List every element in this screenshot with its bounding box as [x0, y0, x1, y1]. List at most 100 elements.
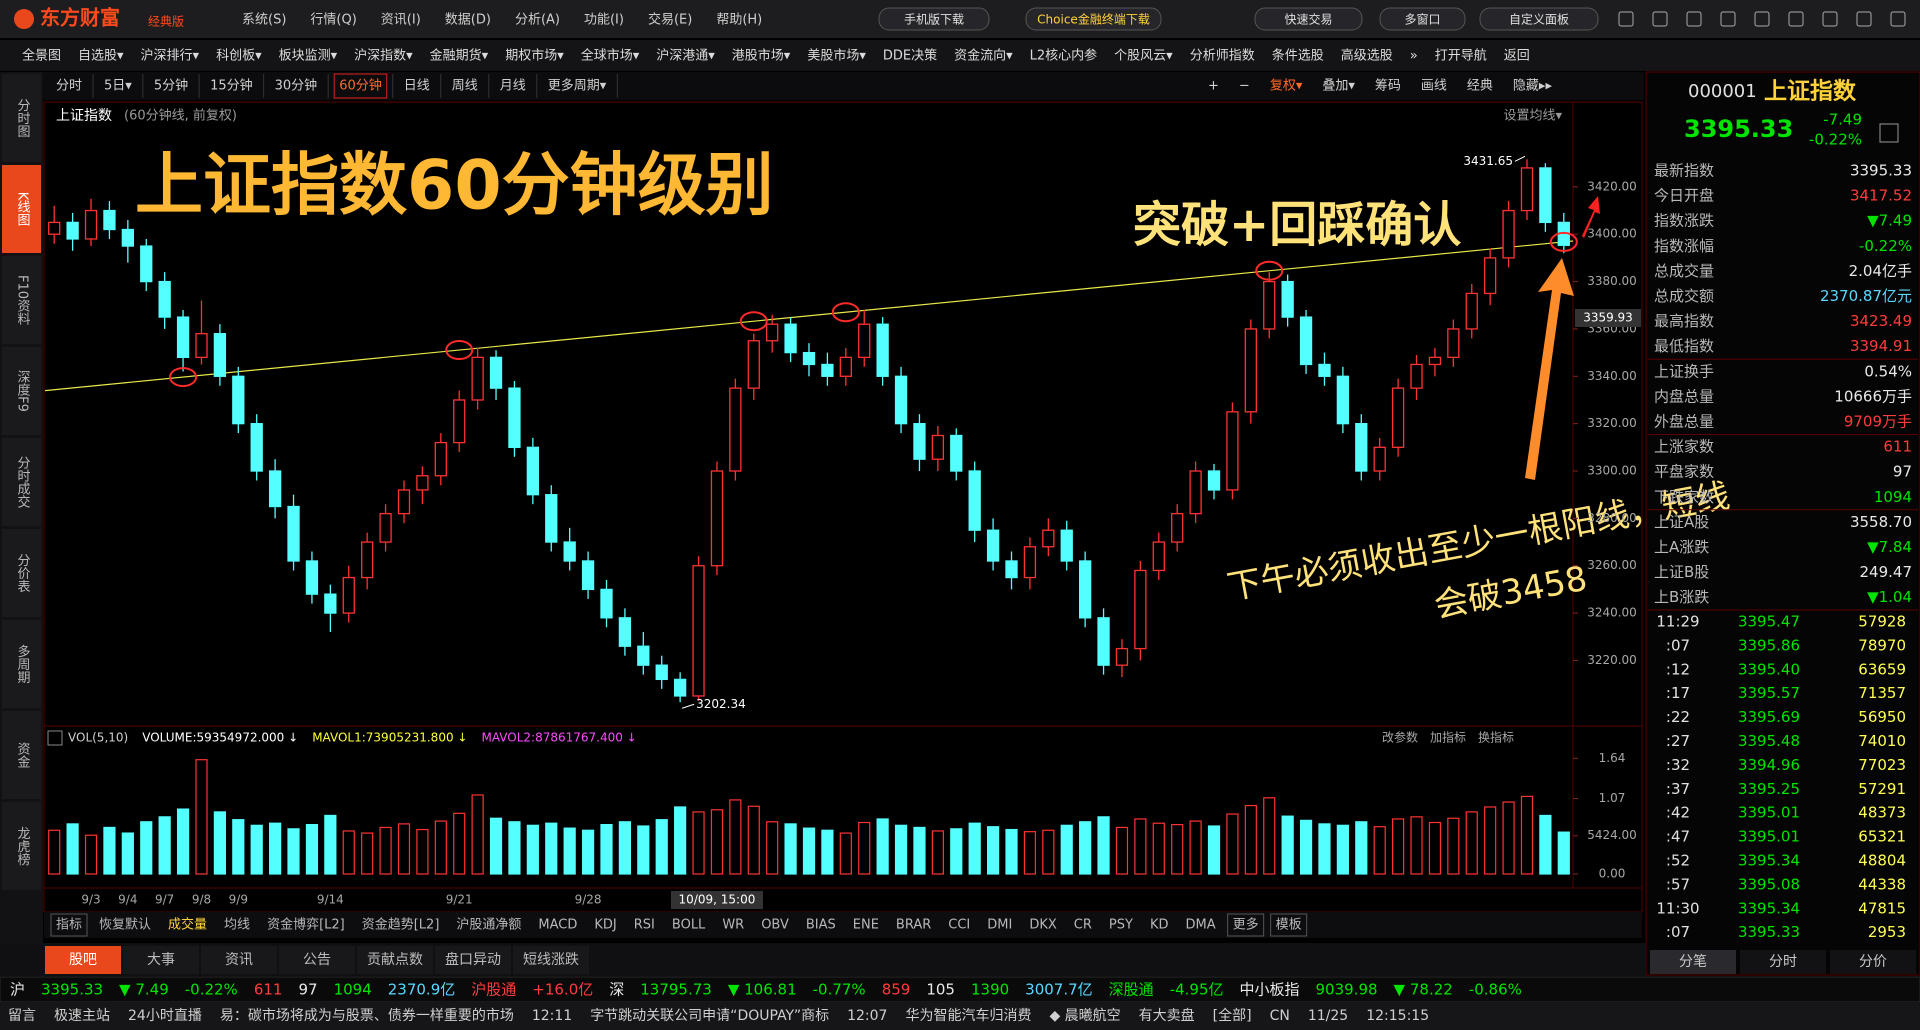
indicator-tab[interactable]: RSI [634, 918, 655, 933]
nav-item[interactable]: 资金流向▾ [954, 48, 1013, 64]
nav-item[interactable]: 板块监测▾ [279, 49, 338, 64]
nav-item[interactable]: 高级选股 [1341, 48, 1393, 64]
side-tab-label[interactable]: 多周期 [15, 644, 31, 685]
indicator-tab[interactable]: KD [1150, 918, 1169, 933]
button-frame[interactable] [1025, 7, 1162, 31]
bottom-tab[interactable] [45, 946, 121, 974]
side-tab[interactable] [2, 165, 41, 253]
indicator-tab[interactable]: ENE [853, 918, 879, 933]
bottom-tab-label[interactable]: 短线涨跌 [523, 952, 579, 968]
menu-item[interactable]: 数据(D) [445, 13, 491, 28]
menu-item[interactable]: 系统(S) [242, 13, 286, 28]
indicator-tab[interactable]: 恢复默认 [99, 917, 151, 933]
quote-tab[interactable] [1650, 950, 1736, 974]
nav-item[interactable]: 金融期货▾ [430, 48, 489, 64]
nav-item[interactable]: 美股市场▾ [807, 48, 866, 64]
period-tab[interactable]: 30分钟 [275, 78, 318, 94]
indicator-tab[interactable]: 资金博弈[L2] [267, 917, 345, 933]
indicator-tab[interactable]: 模板 [1276, 918, 1302, 933]
indicator-tab[interactable]: 资金趋势[L2] [362, 917, 440, 933]
window-icon[interactable] [1652, 11, 1668, 27]
button-frame[interactable] [1379, 7, 1466, 31]
ticker-item[interactable]: 易：碳市场将成为与股票、债券一样重要的市场 [220, 1007, 514, 1024]
window-icon[interactable] [1890, 11, 1906, 27]
menu-item[interactable]: 功能(I) [584, 13, 624, 28]
toolbar-button[interactable]: 手机版下载 [904, 13, 964, 27]
side-tab-label[interactable]: 深度F9 [15, 370, 31, 412]
period-tab[interactable]: 日线 [404, 79, 430, 94]
side-tab[interactable] [2, 74, 41, 162]
chart-tool[interactable]: − [1239, 79, 1250, 94]
quote-tab[interactable] [1830, 950, 1916, 974]
nav-item[interactable]: 沪深指数▾ [354, 48, 413, 64]
side-tab[interactable] [2, 347, 41, 435]
nav-item[interactable]: 沪深港通▾ [656, 48, 715, 64]
nav-item[interactable]: 港股市场▾ [732, 48, 791, 64]
window-icon[interactable] [1754, 11, 1770, 27]
ticker-item[interactable]: ◆ 晨曦航空 [1049, 1008, 1120, 1024]
side-tab-label[interactable]: 分时成交 [15, 456, 31, 508]
quote-tab-label[interactable]: 分价 [1859, 954, 1887, 970]
nav-item[interactable]: 自选股▾ [78, 49, 124, 64]
bottom-tab[interactable] [513, 946, 589, 974]
side-tab[interactable] [2, 256, 41, 344]
period-tab[interactable]: 分时 [56, 79, 82, 94]
toolbar-button[interactable]: 自定义面板 [1509, 12, 1569, 27]
period-tab[interactable]: 5分钟 [154, 78, 188, 94]
indicator-tab[interactable]: BOLL [672, 918, 706, 933]
ticker-item[interactable]: CN [1270, 1008, 1290, 1024]
ticker-item[interactable]: 12:11 [532, 1008, 572, 1024]
period-tab[interactable]: 周线 [452, 79, 478, 94]
side-tab[interactable] [2, 438, 41, 526]
bottom-tab-label[interactable]: 资讯 [225, 952, 253, 968]
indicator-tab[interactable]: DMI [987, 918, 1012, 933]
nav-item[interactable]: 分析师指数 [1190, 49, 1255, 64]
ticker-item[interactable]: 24小时直播 [128, 1007, 202, 1024]
indicator-tab[interactable]: DKX [1029, 918, 1057, 933]
window-icon[interactable] [1618, 11, 1634, 27]
add-button[interactable] [1879, 123, 1899, 143]
side-tab-label[interactable]: K线图 [15, 192, 31, 227]
period-tab[interactable]: 15分钟 [210, 78, 253, 94]
ticker-item[interactable]: 有大卖盘 [1139, 1007, 1195, 1024]
indicator-tab[interactable]: 沪股通净额 [456, 917, 521, 933]
nav-item[interactable]: 全球市场▾ [581, 48, 640, 64]
bottom-tab[interactable] [435, 946, 511, 974]
ticker-item[interactable]: 字节跳动关联公司申请“DOUPAY”商标 [590, 1008, 829, 1024]
indicator-tab[interactable]: BIAS [806, 918, 836, 933]
side-tab-label[interactable]: 分时图 [15, 99, 31, 138]
chart-tool[interactable]: 经典 [1467, 79, 1493, 94]
period-tab[interactable]: 更多周期▾ [548, 78, 607, 94]
volume-tool[interactable]: 换指标 [1478, 730, 1514, 745]
menu-item[interactable]: 行情(Q) [310, 13, 356, 28]
quote-tab[interactable] [1740, 950, 1826, 974]
indicator-tab[interactable]: KDJ [594, 918, 616, 933]
chart-tool[interactable]: 画线 [1421, 79, 1447, 94]
side-tab[interactable] [2, 529, 41, 617]
nav-item[interactable]: 条件选股 [1272, 48, 1324, 64]
nav-item[interactable]: 个股风云▾ [1114, 49, 1173, 64]
period-tab[interactable]: 月线 [500, 79, 526, 94]
indicator-tab[interactable]: DMA [1186, 918, 1216, 933]
nav-item[interactable]: 打开导航 [1435, 48, 1487, 64]
quote-tab-label[interactable]: 分笔 [1679, 954, 1707, 970]
nav-item[interactable]: 科创板▾ [216, 49, 262, 64]
window-icon[interactable] [1686, 11, 1702, 27]
side-tab-label[interactable]: 龙虎榜 [15, 827, 31, 866]
ticker-item[interactable]: 留言 [8, 1008, 36, 1024]
side-tab-label[interactable]: F10资料 [15, 275, 31, 325]
period-tab[interactable]: 60分钟 [339, 78, 382, 94]
volume-tool[interactable]: 加指标 [1430, 730, 1466, 745]
nav-item[interactable]: 沪深排行▾ [141, 48, 200, 64]
indicator-tab[interactable]: MACD [538, 918, 577, 933]
menu-item[interactable]: 帮助(H) [716, 13, 762, 28]
period-tab[interactable]: 5日▾ [104, 79, 132, 94]
chart-tool[interactable]: 隐藏▸▸ [1513, 79, 1553, 94]
nav-item[interactable]: 期权市场▾ [505, 48, 564, 64]
nav-item[interactable]: 全景图 [22, 48, 61, 64]
bottom-tab-label[interactable]: 公告 [303, 952, 331, 968]
ticker-item[interactable]: 12:07 [847, 1008, 887, 1024]
bottom-tab-label[interactable]: 股吧 [69, 952, 97, 968]
button-frame[interactable] [1479, 7, 1599, 31]
side-tab-label[interactable]: 分价表 [15, 554, 31, 593]
